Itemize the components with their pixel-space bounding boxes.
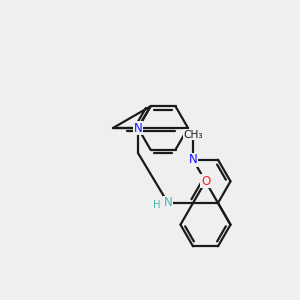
Text: O: O: [201, 175, 210, 188]
Text: N: N: [164, 196, 172, 209]
Text: CH₃: CH₃: [183, 130, 203, 140]
Text: H: H: [152, 200, 160, 210]
Text: N: N: [189, 153, 197, 166]
Text: N: N: [134, 122, 142, 134]
